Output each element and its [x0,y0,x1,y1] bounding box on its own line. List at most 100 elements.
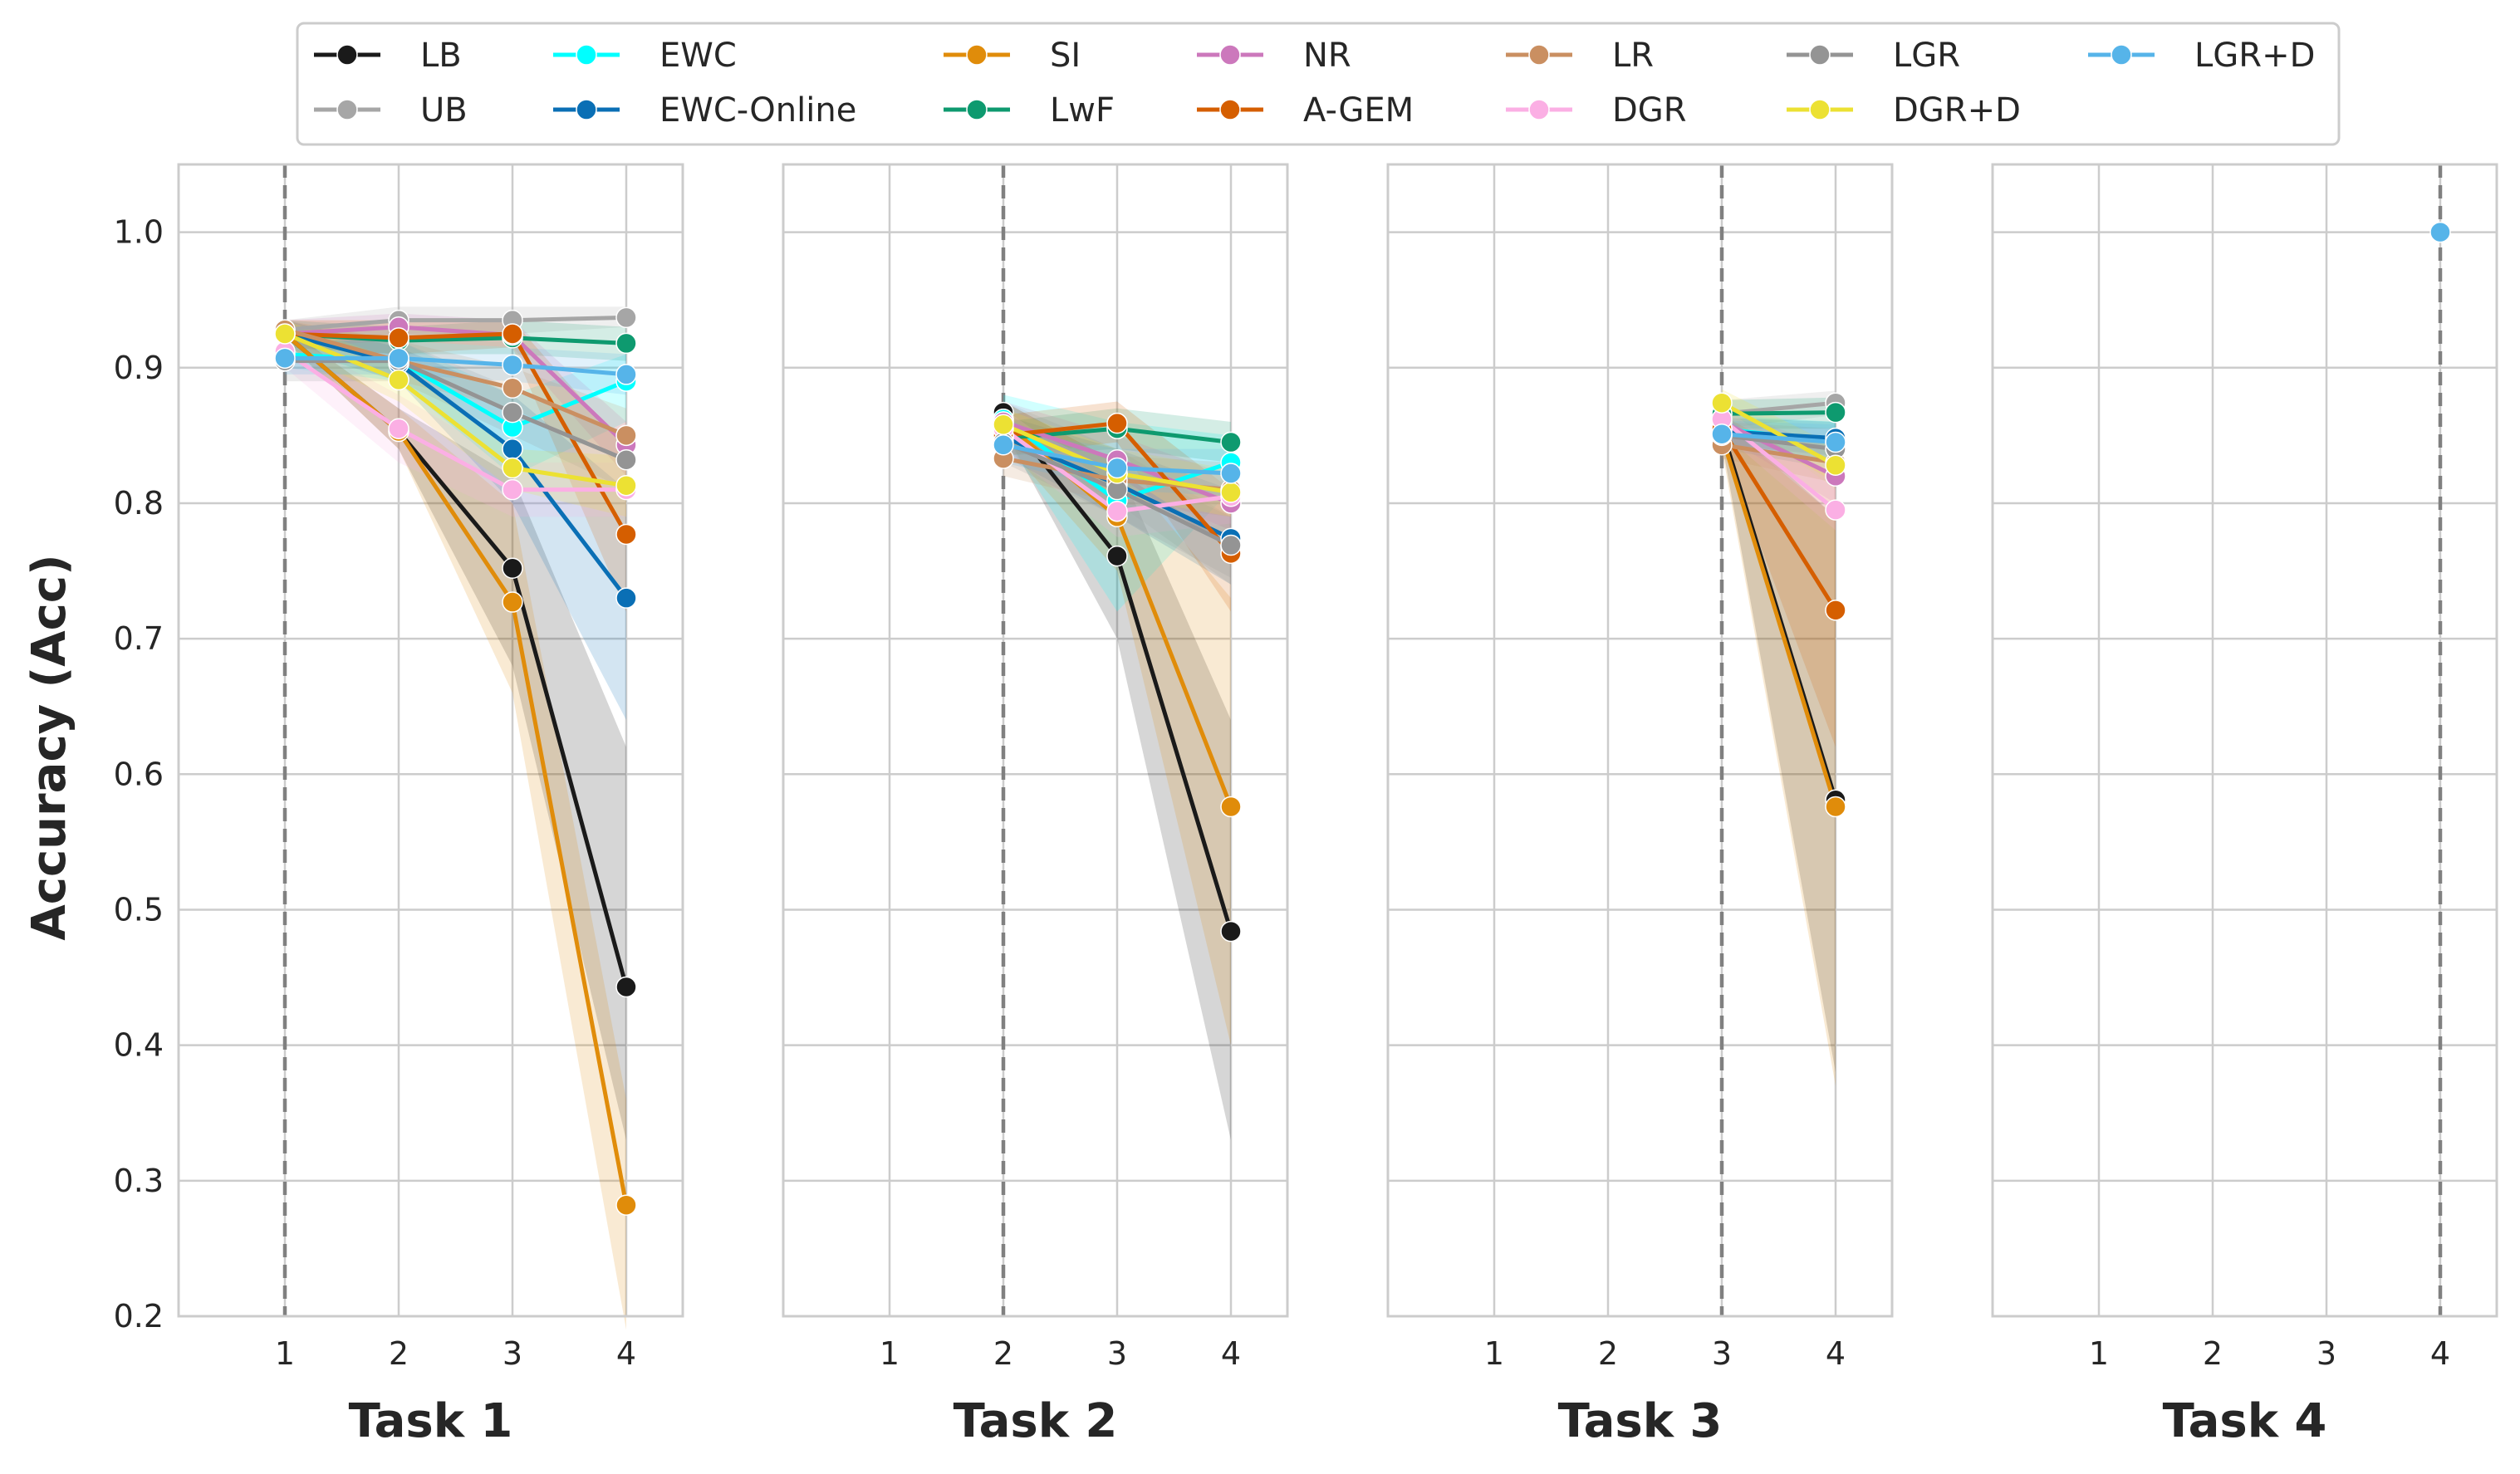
data-point-LGR [502,401,523,424]
legend-swatch-marker [966,44,988,66]
series-line-LGR+D [285,355,627,377]
legend-label: LB [420,37,462,75]
data-point-LB [615,976,637,998]
confidence-band-A-GEM [285,320,626,612]
confidence-band-EWC-Online [285,320,626,721]
data-point-LGR+D [1711,423,1733,445]
series-line-NR [284,325,628,447]
data-point-LwF [615,332,637,355]
data-point-LGR+D [502,354,523,376]
x-tick-label: 2 [993,1335,1013,1372]
confidence-band-UB [285,306,626,341]
confidence-band-SI [285,326,626,1330]
data-point-LB [502,557,523,580]
x-axis-label: Task 1 [349,1394,513,1448]
data-point-DGR [1825,499,1846,521]
legend-swatch-marker [336,44,358,66]
plot-border [1386,163,1894,1318]
legend-swatch-marker [1528,99,1550,120]
legend-item-LwF: LwF [944,91,1115,130]
y-tick-label: 0.2 [114,1298,164,1334]
data-point-LwF [1825,401,1846,424]
data-point-DGR+D [1825,454,1846,477]
confidence-band-LB [1722,414,1836,1073]
data-point-EWC-Online [502,438,523,460]
y-tick-label: 0.6 [114,756,164,792]
data-point-DGR+D [274,323,296,345]
legend: LB UB EWC EWC-Online SI LwF NR A-GEM LR DGR LGR DGR… [296,22,2341,146]
series-line-EWC-Online [284,331,628,600]
x-tick-label: 3 [1712,1335,1732,1372]
legend-label: A-GEM [1303,91,1414,130]
x-tick-label: 4 [1826,1335,1846,1372]
plot-background [1993,164,2497,1316]
legend-swatch-marker [1809,44,1831,66]
legend-item-EWC-Online: EWC-Online [553,91,856,130]
legend-swatch-marker [1219,44,1241,66]
data-point-A-GEM [615,523,637,546]
x-tick-label: 4 [616,1335,636,1372]
panel-3: 1 2 3 4 Task 3 [1386,163,1894,1448]
x-tick-label: 1 [2089,1335,2109,1372]
legend-item-LR: LR [1506,37,1654,75]
series-line-DGR+D [1720,400,1837,468]
data-point-LGR+D [615,364,637,385]
legend-item-EWC: EWC [553,37,737,75]
x-axis-label: Task 3 [1558,1394,1723,1448]
legend-label: DGR [1612,91,1687,130]
data-point-DGR [1106,500,1128,522]
data-point-LGR [1220,534,1242,556]
data-point-LR [615,424,637,447]
data-point-LB [1220,920,1242,943]
x-tick-label: 4 [1221,1335,1241,1372]
confidence-band-SI [1003,401,1231,1046]
legend-item-LGR: LGR [1787,37,1960,75]
plot-border [782,163,1289,1318]
y-tick-label: 0.5 [114,891,164,928]
legend-item-LGR+D: LGR+D [2088,37,2315,75]
y-axis-label: Accuracy (Acc) [22,554,76,940]
legend-label: SI [1050,37,1081,75]
legend-item-DGR+D: DGR+D [1787,91,2021,130]
data-point-LGR+D [2429,221,2451,243]
legend-label: LR [1612,37,1654,75]
legend-swatch-marker [966,99,988,120]
data-point-A-GEM [388,327,409,349]
data-point-LGR+D [1220,463,1242,484]
series-line-LGR [285,359,627,463]
data-point-LR [502,377,523,399]
legend-label: LGR+D [2194,37,2315,75]
series-line-UB [284,315,627,332]
confidence-band-SI [1722,422,1836,1086]
series-line-LR [1721,443,1836,465]
data-point-DGR [388,418,409,439]
data-point-A-GEM [502,323,523,345]
confidence-band-A-GEM [1003,401,1231,612]
data-point-DGR+D [1220,482,1242,503]
x-axis-label: Task 2 [954,1394,1118,1448]
legend-label: LGR [1893,37,1960,75]
x-tick-label: 1 [1484,1335,1504,1372]
confidence-band-A-GEM [1722,414,1836,747]
panels: 0.2 0.3 0.4 0.5 0.6 0.7 0.8 0.9 1.0 1 2 3 4 Task 1 1 2 3… [114,163,2498,1448]
y-tick-label: 0.3 [114,1163,164,1199]
data-point-LGR [615,448,637,471]
data-point-A-GEM [1106,412,1128,434]
legend-swatch-marker [336,99,358,120]
data-point-LGR+D [388,347,409,370]
legend-item-A-GEM: A-GEM [1197,91,1414,130]
data-point-SI [1220,796,1242,818]
y-tick-label: 1.0 [114,214,164,251]
legend-swatch-marker [1528,44,1550,66]
data-point-LwF [1220,431,1242,453]
series-line-SI [1719,434,1838,808]
data-point-DGR [502,478,523,501]
series-line-DGR [283,350,626,492]
x-tick-label: 1 [880,1335,900,1372]
legend-item-DGR: DGR [1506,91,1687,130]
plot-background [1388,164,1892,1316]
data-point-LGR+D [993,434,1014,456]
x-tick-label: 3 [1107,1335,1127,1372]
data-point-DGR+D [388,369,409,391]
